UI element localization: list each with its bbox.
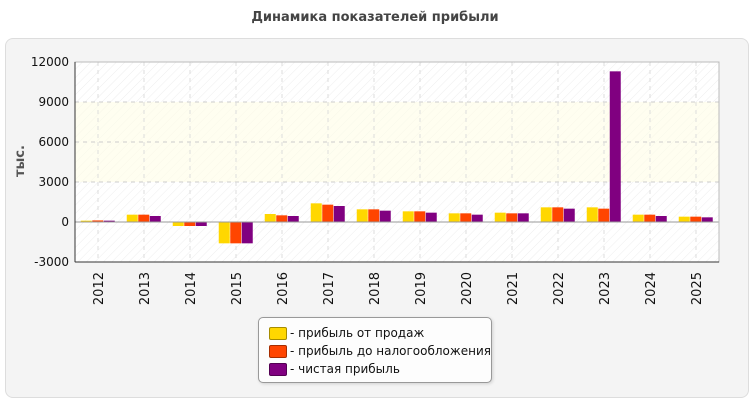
x-tick-label: 2013 bbox=[138, 272, 153, 305]
bar bbox=[310, 203, 322, 222]
x-tick-label: 2025 bbox=[690, 272, 705, 305]
legend-item-sales-profit: - прибыль от продаж bbox=[269, 325, 424, 341]
bar bbox=[218, 222, 230, 244]
x-tick-label: 2024 bbox=[644, 272, 659, 305]
y-tick-label: 6000 bbox=[38, 135, 69, 149]
bar bbox=[517, 213, 529, 222]
legend: - прибыль от продаж - прибыль до налогоо… bbox=[258, 317, 492, 383]
bar bbox=[448, 213, 460, 222]
x-tick-label: 2018 bbox=[368, 272, 383, 305]
bar bbox=[609, 71, 621, 222]
bar bbox=[414, 211, 426, 222]
bar bbox=[655, 216, 667, 222]
bar bbox=[598, 208, 610, 222]
bar bbox=[379, 210, 391, 222]
bar bbox=[276, 215, 288, 222]
bar bbox=[80, 220, 92, 222]
legend-label-sales-profit: - прибыль от продаж bbox=[290, 326, 425, 340]
bar bbox=[184, 222, 196, 226]
legend-label-net-profit: - чистая прибыль bbox=[290, 362, 400, 376]
x-tick-label: 2021 bbox=[506, 272, 521, 305]
bar bbox=[425, 212, 437, 222]
legend-swatch-sales-profit bbox=[269, 326, 287, 340]
legend-item-net-profit: - чистая прибыль bbox=[269, 361, 400, 377]
bar bbox=[402, 211, 414, 222]
y-tick-label: 9000 bbox=[38, 95, 69, 109]
bar bbox=[322, 204, 334, 222]
chart-title: Динамика показателей прибыли bbox=[251, 10, 499, 25]
y-tick-label: 0 bbox=[61, 215, 69, 229]
bar bbox=[333, 206, 345, 222]
bar bbox=[494, 212, 506, 222]
bar bbox=[195, 222, 207, 226]
bar bbox=[552, 207, 564, 222]
bar bbox=[644, 214, 656, 222]
bar bbox=[471, 214, 483, 222]
legend-item-pretax-profit: - прибыль до налогообложения bbox=[269, 343, 491, 359]
legend-label-pretax-profit: - прибыль до налогообложения bbox=[290, 344, 491, 358]
bar bbox=[368, 209, 380, 222]
bar bbox=[690, 216, 702, 222]
bar bbox=[264, 214, 276, 222]
bar bbox=[92, 220, 104, 222]
bar bbox=[103, 220, 115, 222]
x-tick-label: 2015 bbox=[230, 272, 245, 305]
legend-swatch-pretax-profit bbox=[269, 344, 287, 358]
bar bbox=[540, 207, 552, 222]
y-tick-label: 3000 bbox=[38, 175, 69, 189]
bar bbox=[356, 209, 368, 222]
y-tick-label: 12000 bbox=[31, 55, 69, 69]
x-tick-label: 2022 bbox=[552, 272, 567, 305]
bar bbox=[230, 222, 242, 244]
legend-swatch-net-profit bbox=[269, 362, 287, 376]
bar bbox=[586, 207, 598, 222]
x-tick-label: 2019 bbox=[414, 272, 429, 305]
bar bbox=[149, 216, 161, 222]
x-tick-label: 2014 bbox=[184, 272, 199, 305]
x-tick-label: 2017 bbox=[322, 272, 337, 305]
bar bbox=[126, 214, 138, 222]
bar bbox=[701, 217, 713, 222]
bar bbox=[241, 222, 253, 244]
bar bbox=[506, 213, 518, 222]
bar bbox=[172, 222, 184, 226]
x-tick-label: 2012 bbox=[92, 272, 107, 305]
y-axis-label: тыс. bbox=[13, 145, 28, 177]
y-tick-label: -3000 bbox=[34, 255, 69, 269]
x-tick-label: 2020 bbox=[460, 272, 475, 305]
bar bbox=[563, 208, 575, 222]
bar bbox=[632, 214, 644, 222]
bar bbox=[138, 214, 150, 222]
bar bbox=[460, 213, 472, 222]
bar bbox=[287, 216, 299, 222]
x-tick-label: 2023 bbox=[598, 272, 613, 305]
bar bbox=[678, 216, 690, 222]
x-tick-label: 2016 bbox=[276, 272, 291, 305]
